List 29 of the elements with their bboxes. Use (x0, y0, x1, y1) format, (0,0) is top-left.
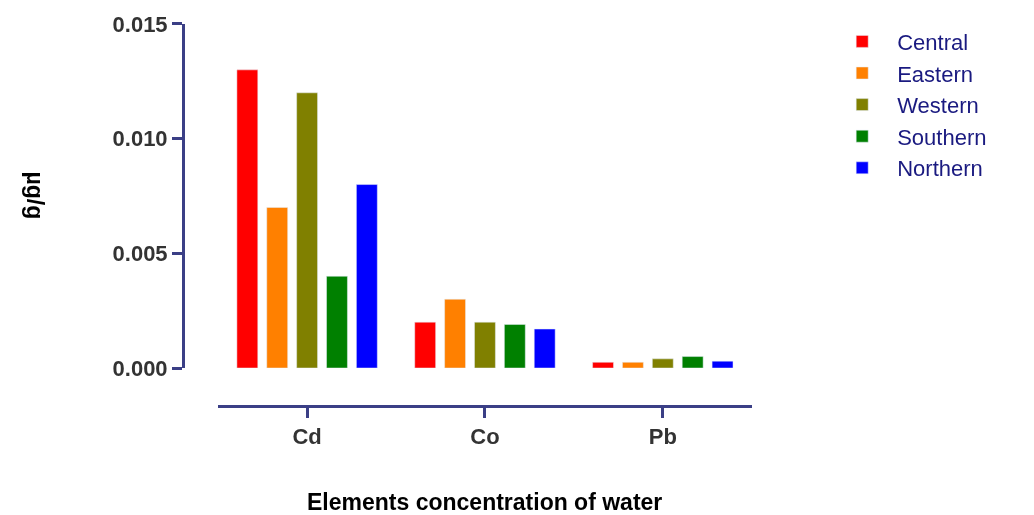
legend-label: Northern (897, 156, 983, 182)
y-tick-label: 0.000 (112, 355, 168, 381)
legend-label: Southern (897, 124, 987, 150)
x-tick-label: Co (470, 424, 500, 450)
x-tick-label: Cd (292, 424, 322, 450)
bar (414, 321, 436, 369)
bar (266, 207, 288, 369)
legend-label: Eastern (897, 61, 974, 87)
bar (444, 298, 466, 369)
x-tick-label: Pb (648, 424, 677, 450)
y-tick-label: 0.005 (112, 241, 168, 267)
bar (652, 358, 674, 369)
y-axis-title: µg/g (21, 171, 48, 220)
bar (711, 360, 734, 369)
legend-label: Central (897, 29, 969, 55)
y-tick-label: 0.015 (112, 11, 168, 37)
bar (533, 328, 556, 369)
bar (356, 184, 378, 369)
bar (474, 321, 496, 369)
bar (504, 324, 526, 369)
bar (236, 69, 259, 369)
y-tick-label: 0.010 (112, 126, 168, 152)
bar (296, 92, 318, 369)
bar (592, 362, 614, 369)
legend-label: Western (897, 93, 979, 119)
bar (622, 362, 644, 369)
bar (681, 356, 704, 369)
x-axis-title: Elements concentration of water (307, 489, 663, 515)
bar (326, 276, 348, 369)
